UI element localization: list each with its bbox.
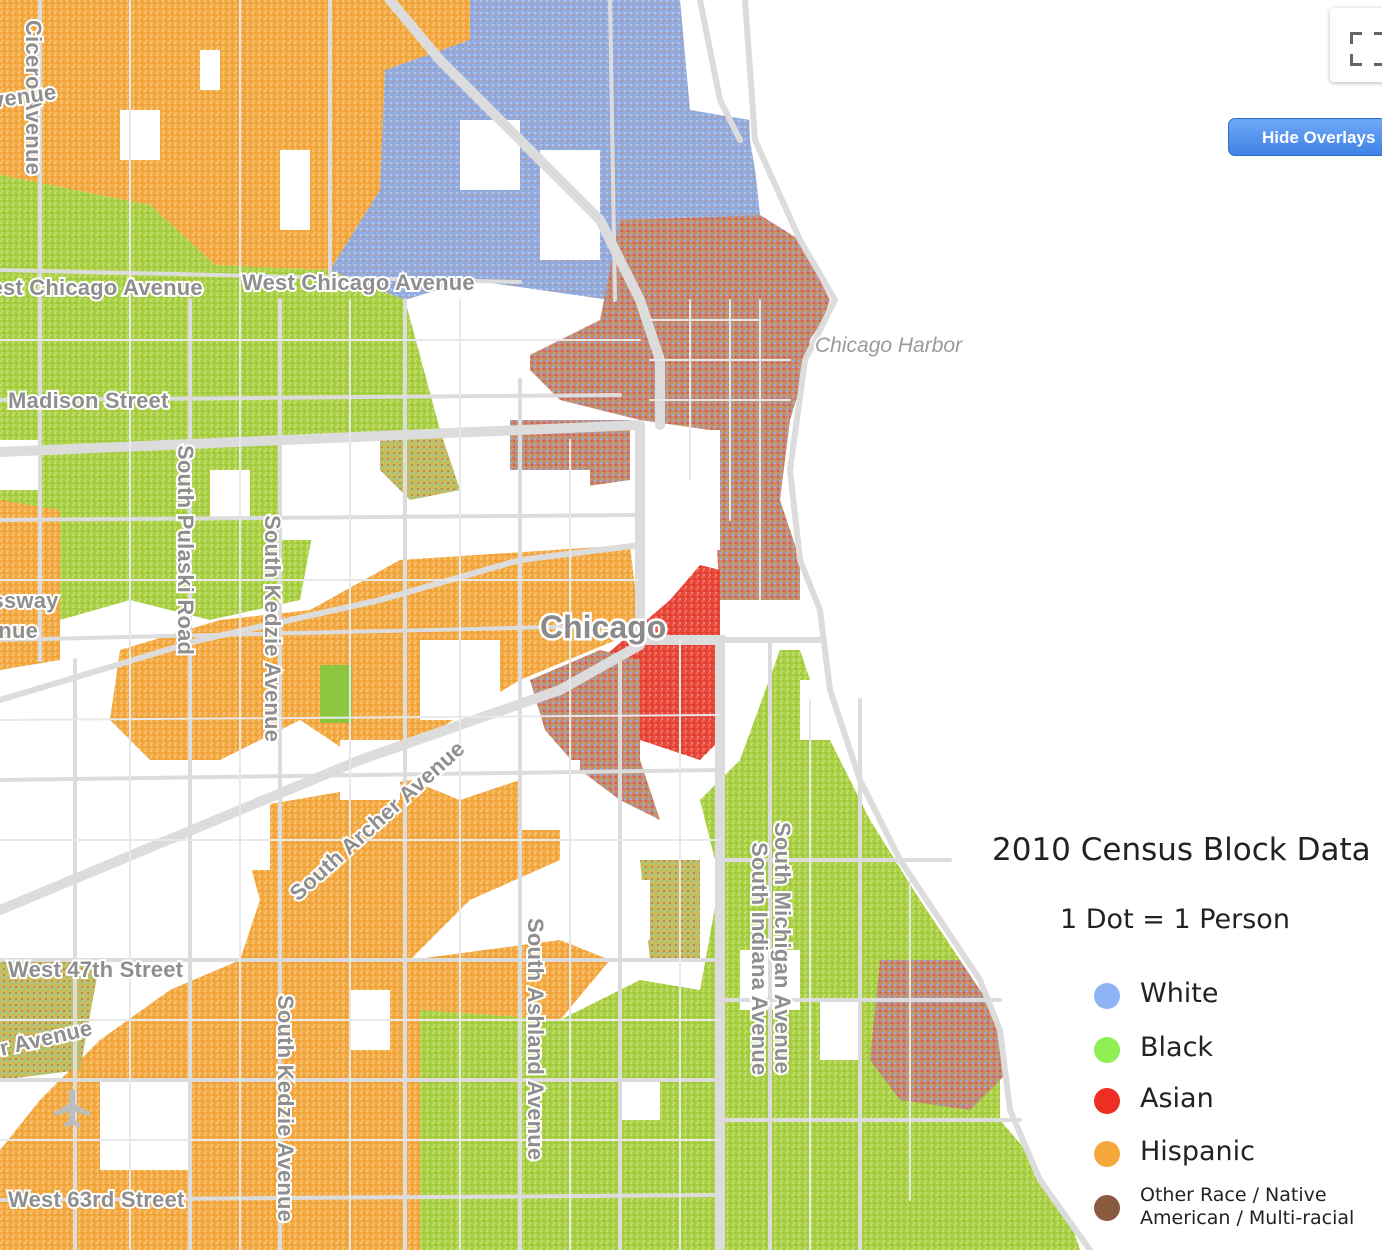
road-label: West Chicago Avenue <box>242 270 475 295</box>
road-label: West 47th Street <box>8 957 184 982</box>
road-label: Ogden Avenue <box>0 618 38 643</box>
region-hispanic-southwest-a <box>110 545 640 760</box>
lake-michigan <box>745 0 1382 1250</box>
legend-dot-hispanic <box>1094 1141 1120 1167</box>
region-asian-chinatown <box>600 565 720 760</box>
road-label: Stevenson Expressway <box>0 588 59 613</box>
legend-label: White <box>1140 978 1219 1009</box>
airplane-icon <box>54 1090 90 1127</box>
road-label: Madison Street <box>8 388 169 413</box>
region-hispanic-northwest <box>0 0 470 270</box>
region-mixed-downtown <box>520 215 830 600</box>
road-label: South Michigan Avenue <box>770 822 795 1074</box>
legend-dot-black <box>1094 1037 1120 1063</box>
legend-dot-other <box>1094 1195 1120 1221</box>
map-legend: 2010 Census Block Data 1 Dot = 1 Person … <box>980 826 1380 1250</box>
region-mixed-bronzeville <box>640 860 700 960</box>
legend-label: Other Race / Native American / Multi-rac… <box>1140 1184 1355 1229</box>
legend-label: Hispanic <box>1140 1136 1256 1167</box>
road-label: Cicero Avenue <box>21 20 46 175</box>
road-label: South Kedzie Avenue <box>273 995 298 1222</box>
road-label: South Kedzie Avenue <box>260 515 285 742</box>
road-labels: Cicero Avenue West Chicago Avenue West C… <box>0 18 797 1224</box>
road-network <box>0 0 1093 1250</box>
region-black-west <box>0 175 440 640</box>
legend-label: Black <box>1140 1032 1214 1063</box>
hide-overlays-button[interactable]: Hide Overlays <box>1228 118 1382 156</box>
legend-label: Asian <box>1140 1083 1214 1114</box>
legend-dot-asian <box>1094 1088 1120 1114</box>
road-label: South Ashland Avenue <box>523 918 548 1160</box>
region-mixed-nearwest <box>380 430 460 500</box>
legend-title: 2010 Census Block Data <box>992 832 1371 868</box>
region-hispanic-west-pocket <box>0 500 60 670</box>
road-label: West Chicago Avenue <box>0 275 203 300</box>
region-mixed-hydepark <box>870 960 1010 1110</box>
road-label: South Pulaski Road <box>173 445 198 655</box>
fullscreen-button[interactable] <box>1330 8 1382 82</box>
legend-dot-white <box>1094 983 1120 1009</box>
road-label: South Indiana Avenue <box>747 842 772 1075</box>
water-label: Chicago Harbor <box>815 334 963 357</box>
region-black-block-a <box>320 665 352 723</box>
road-label: West 63rd Street <box>8 1187 185 1212</box>
city-label: Chicago <box>540 609 666 645</box>
legend-subtitle: 1 Dot = 1 Person <box>1060 904 1290 935</box>
